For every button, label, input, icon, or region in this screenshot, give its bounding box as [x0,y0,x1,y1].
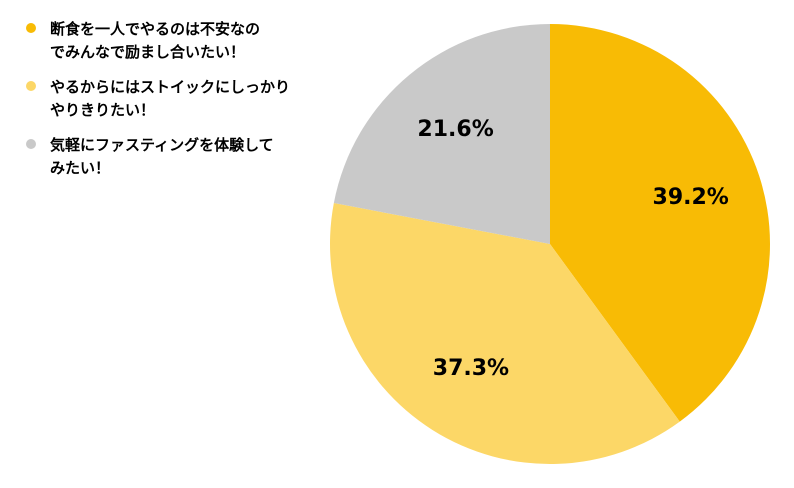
pie-slice-0 [550,24,770,422]
pie-slice-2 [333,24,550,244]
legend-item-2: 気軽にファスティングを体験して みたい！ [24,134,324,180]
slice-value-label-2: 21.6% [417,117,493,142]
legend-label-0-line-2: でみんなで励まし合いたい！ [50,43,246,61]
legend-item-1: やるからにはストイックにしっかり やりきりたい！ [24,76,324,122]
legend-label-0-line-1: 断食を一人でやるのは不安なの [50,20,261,38]
legend-item-0: 断食を一人でやるのは不安なの でみんなで励まし合いたい！ [24,18,324,64]
slice-value-label-0: 39.2% [653,185,729,210]
legend-dot-1 [26,81,36,91]
slice-value-label-1: 37.3% [433,356,509,381]
pie-slice-1 [330,203,680,464]
legend: 断食を一人でやるのは不安なの でみんなで励まし合いたい！ やるからにはストイック… [24,18,324,192]
legend-label-1-line-2: やりきりたい！ [50,101,156,119]
legend-dot-2 [26,139,36,149]
legend-label-1-line-1: やるからにはストイックにしっかり [50,78,291,96]
legend-dot-0 [26,23,36,33]
legend-label-2-line-1: 気軽にファスティングを体験して [50,136,274,154]
legend-label-2-line-2: みたい！ [50,159,111,177]
